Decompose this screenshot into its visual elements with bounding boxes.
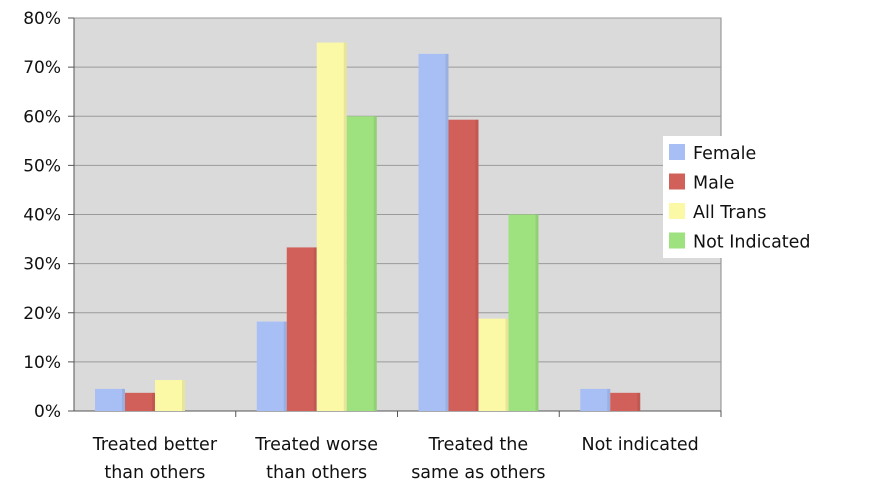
bar-shade [535, 214, 539, 411]
bar-not-indicated [508, 214, 539, 411]
bar-shade [182, 380, 185, 411]
y-tick-label: 40% [23, 206, 61, 226]
legend-label: All Trans [693, 203, 767, 223]
bar-shade [313, 247, 317, 411]
legend-label: Male [693, 174, 734, 194]
bar-male [125, 392, 155, 411]
x-category-label: Not indicated [582, 435, 699, 455]
legend-box [663, 136, 821, 258]
legend-swatch [669, 173, 685, 190]
bar-shade [122, 388, 125, 411]
x-category-label: Treated worse [254, 435, 378, 455]
bar-shade [475, 119, 479, 411]
bar-female [256, 321, 287, 411]
bar-all-trans [478, 318, 509, 411]
bar-not-indicated [346, 116, 377, 411]
x-category-label: Treated better [92, 435, 218, 455]
bar-female [418, 53, 449, 412]
legend-swatch [669, 144, 685, 160]
y-tick-label: 30% [23, 255, 61, 275]
bar-shade [152, 392, 155, 411]
y-tick-label: 80% [23, 9, 61, 29]
bar-female [95, 388, 125, 411]
bar-shade [343, 42, 347, 411]
legend-swatch [669, 203, 685, 219]
bar-male [448, 119, 479, 411]
bar-male [610, 392, 641, 411]
bar-shade [607, 388, 611, 411]
x-category-label: than others [104, 463, 205, 483]
y-tick-label: 50% [23, 156, 61, 176]
bar-all-trans [155, 380, 185, 411]
bar-shade [373, 116, 377, 411]
bar-male [286, 247, 317, 411]
bar-shade [445, 53, 449, 412]
bar-shade [637, 392, 641, 411]
legend-label: Female [693, 144, 756, 164]
y-tick-label: 60% [23, 107, 61, 127]
y-tick-label: 10% [23, 353, 61, 373]
bar-shade [283, 321, 287, 411]
x-category-label: Treated the [428, 435, 528, 455]
legend-swatch [669, 232, 685, 249]
x-category-label: than others [266, 463, 367, 483]
y-tick-label: 70% [23, 58, 61, 78]
bar-female [580, 388, 611, 411]
bar-all-trans [316, 42, 347, 411]
y-tick-label: 0% [34, 402, 61, 422]
x-category-label: same as others [411, 463, 545, 483]
y-tick-label: 20% [23, 304, 61, 324]
bar-shade [505, 318, 509, 411]
legend-label: Not Indicated [693, 233, 811, 253]
